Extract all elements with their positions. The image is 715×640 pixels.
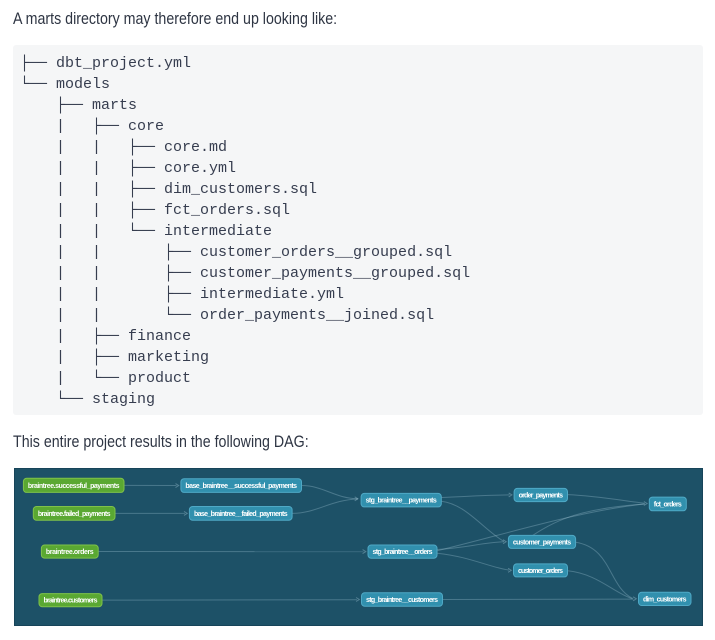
svg-text:stg_braintree__payments: stg_braintree__payments xyxy=(366,498,437,505)
svg-text:customer_orders: customer_orders xyxy=(518,568,563,575)
svg-text:base_braintree__successful_pay: base_braintree__successful_payments xyxy=(185,483,297,490)
svg-text:dim_customers: dim_customers xyxy=(643,596,687,603)
svg-text:order_payments: order_payments xyxy=(519,493,563,500)
svg-text:braintree.failed_payments: braintree.failed_payments xyxy=(38,511,111,518)
svg-text:braintree.customers: braintree.customers xyxy=(44,598,98,605)
svg-text:braintree.successful_payments: braintree.successful_payments xyxy=(28,483,120,490)
svg-text:customer_payments: customer_payments xyxy=(513,539,571,546)
svg-text:stg_braintree__orders: stg_braintree__orders xyxy=(373,549,433,556)
svg-text:fct_orders: fct_orders xyxy=(654,502,682,509)
svg-text:base_braintree__failed_payment: base_braintree__failed_payments xyxy=(194,511,288,518)
svg-text:stg_braintree__customers: stg_braintree__customers xyxy=(366,597,438,604)
svg-text:braintree.orders: braintree.orders xyxy=(46,549,94,556)
